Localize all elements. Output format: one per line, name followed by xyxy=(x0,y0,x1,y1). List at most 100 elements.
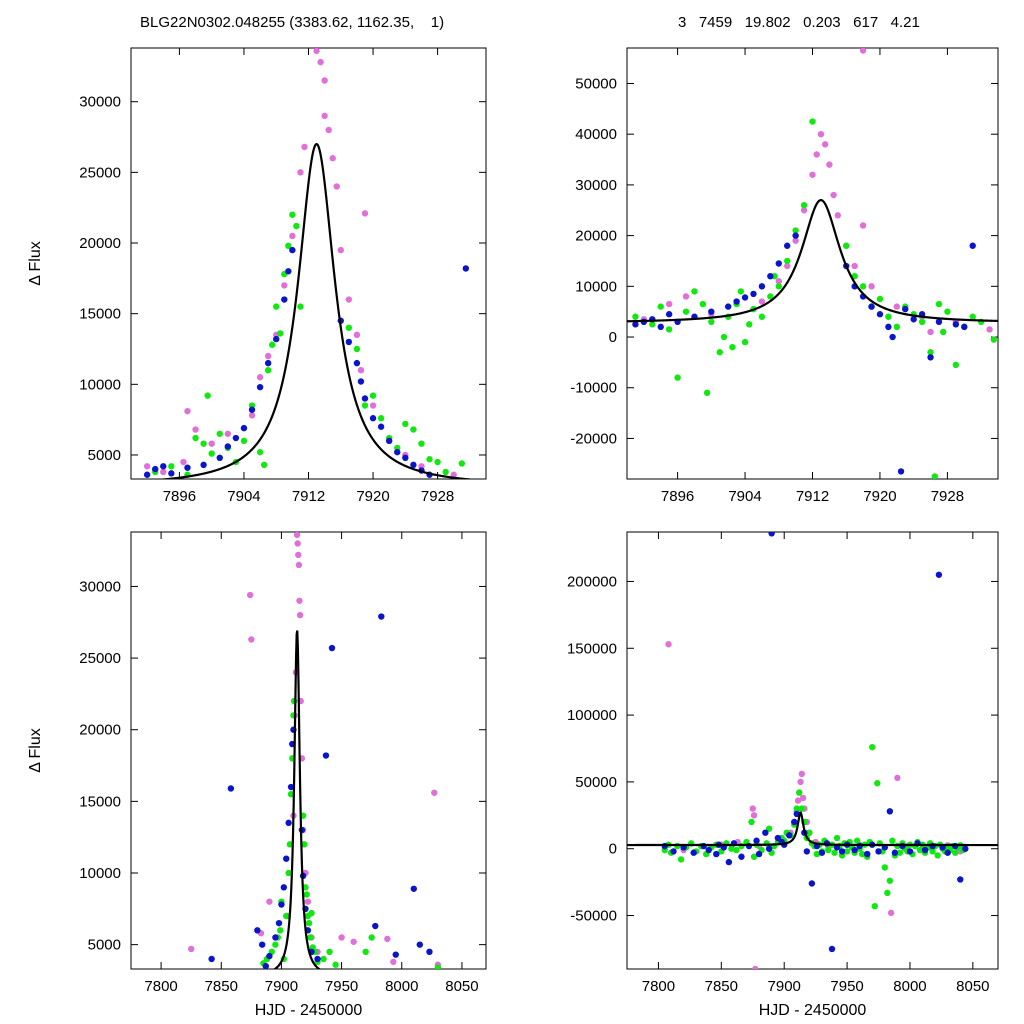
data-point-green xyxy=(353,345,361,353)
data-point-blue xyxy=(402,454,409,462)
data-point-blue xyxy=(753,837,760,844)
data-point-green xyxy=(307,934,314,941)
data-point-blue xyxy=(266,952,273,960)
y-axis-label: Δ Flux xyxy=(27,728,44,772)
data-point-blue xyxy=(708,308,715,315)
data-point-green xyxy=(750,853,758,860)
data-point-magenta xyxy=(390,958,397,966)
data-point-green xyxy=(990,336,997,343)
data-point-magenta xyxy=(246,591,254,599)
data-point-green xyxy=(216,430,223,437)
data-point-blue xyxy=(357,378,365,385)
x-tick-label: 8000 xyxy=(893,978,926,995)
data-point-blue xyxy=(200,461,207,469)
data-point-magenta xyxy=(350,938,357,945)
data-point-green xyxy=(831,849,838,856)
data-point-blue xyxy=(224,443,232,450)
data-point-green xyxy=(748,818,755,826)
data-point-blue xyxy=(314,955,321,963)
data-point-magenta xyxy=(927,328,934,336)
data-point-blue xyxy=(868,303,875,310)
x-axis-label: HJD - 2450000 xyxy=(255,1002,363,1019)
y-tick-label: 100000 xyxy=(567,707,617,724)
data-point-magenta xyxy=(750,812,758,819)
y-tick-label: 20000 xyxy=(79,235,121,252)
data-point-blue xyxy=(962,845,969,852)
data-point-blue xyxy=(724,303,732,310)
data-point-blue xyxy=(632,321,639,328)
data-point-green xyxy=(825,846,832,854)
x-tick-label: 8050 xyxy=(956,978,989,995)
y-tick-label: -10000 xyxy=(570,380,617,397)
data-point-magenta xyxy=(317,58,324,66)
data-point-magenta xyxy=(192,426,199,433)
data-point-magenta xyxy=(296,611,304,619)
data-point-green xyxy=(884,889,891,897)
data-point-blue xyxy=(828,945,836,953)
data-point-green xyxy=(677,856,685,863)
data-point-green xyxy=(301,841,308,848)
data-point-magenta xyxy=(834,212,841,219)
data-point-blue xyxy=(741,294,749,301)
data-point-magenta xyxy=(345,296,353,303)
data-point-magenta xyxy=(353,331,361,339)
data-point-green xyxy=(729,343,736,351)
data-point-magenta xyxy=(266,898,273,905)
model-curve xyxy=(156,142,477,479)
data-point-green xyxy=(886,877,894,884)
data-points xyxy=(143,48,470,478)
y-tick-label: 50000 xyxy=(575,774,617,791)
data-point-green xyxy=(939,328,947,336)
x-tick-label: 7912 xyxy=(796,488,829,505)
data-point-blue xyxy=(281,296,288,303)
data-point-magenta xyxy=(749,805,756,812)
x-tick-label: 7896 xyxy=(661,488,694,505)
data-point-green xyxy=(303,891,310,898)
header-right-text: 3 7459 19.802 0.203 617 4.21 xyxy=(678,14,920,31)
data-point-magenta xyxy=(248,636,255,643)
data-point-green xyxy=(746,321,753,328)
data-point-magenta xyxy=(894,774,901,782)
data-point-green xyxy=(272,941,279,948)
x-tick-label: 7904 xyxy=(728,488,761,505)
data-point-blue xyxy=(762,829,769,836)
data-point-magenta xyxy=(798,770,806,778)
data-point-green xyxy=(204,392,211,399)
data-point-blue xyxy=(168,470,175,477)
y-tick-label: 30000 xyxy=(79,94,121,111)
data-point-green xyxy=(240,437,248,445)
data-point-green xyxy=(871,902,878,910)
data-point-green xyxy=(369,392,377,399)
data-point-magenta xyxy=(357,366,365,374)
data-point-green xyxy=(200,440,207,447)
data-point-blue xyxy=(755,850,763,858)
x-tick-label: 7912 xyxy=(292,488,325,505)
data-point-magenta xyxy=(333,183,340,190)
y-tick-label: 5000 xyxy=(88,447,121,464)
x-tick-label: 7928 xyxy=(931,488,964,505)
data-point-green xyxy=(649,321,656,328)
x-tick-label: 7900 xyxy=(768,978,801,995)
y-tick-label: 25000 xyxy=(79,650,121,667)
data-point-green xyxy=(809,118,816,125)
data-point-blue xyxy=(935,571,943,578)
y-tick-label: 20000 xyxy=(79,722,121,739)
y-tick-label: 30000 xyxy=(575,177,617,194)
data-point-green xyxy=(720,333,728,341)
data-point-magenta xyxy=(295,561,303,569)
data-point-green xyxy=(737,288,745,295)
data-point-green xyxy=(893,323,901,331)
data-point-blue xyxy=(886,808,894,815)
data-point-blue xyxy=(208,955,215,963)
data-point-blue xyxy=(328,644,336,652)
data-point-green xyxy=(876,295,884,303)
data-point-magenta xyxy=(813,151,820,158)
data-point-magenta xyxy=(180,458,187,466)
data-point-blue xyxy=(851,846,858,854)
data-point-blue xyxy=(152,465,159,473)
data-point-magenta xyxy=(887,909,895,917)
data-point-green xyxy=(285,242,292,250)
data-points xyxy=(187,532,442,969)
chart-panel-2: 7896 7904 7912 7920 7928 -20000 -10000 0 10000 20… xyxy=(570,47,999,505)
